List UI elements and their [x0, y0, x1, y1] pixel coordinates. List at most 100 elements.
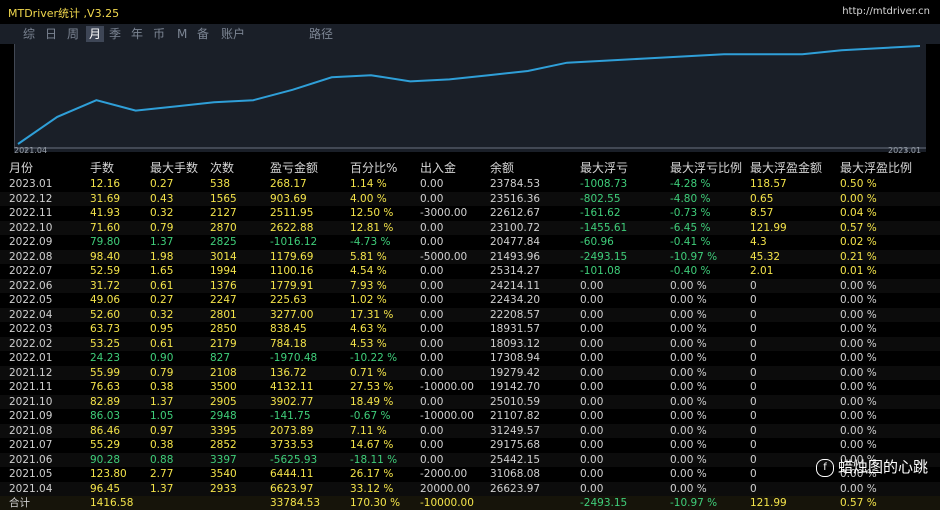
cell-8: 0.00: [580, 482, 604, 495]
cell-0: 2022.10: [9, 221, 53, 234]
cell-11: 0.00 %: [840, 424, 877, 437]
cell-7: 22434.20: [490, 294, 541, 306]
cell-7: 17308.94: [490, 352, 541, 364]
table-row: 2021.05 123.80 2.77 3540 6444.11 26.17 % -2000…: [0, 467, 940, 481]
cell-4: -141.75: [270, 410, 311, 422]
cell-9: 0.00 %: [670, 410, 707, 422]
equity-chart-svg: [14, 44, 926, 152]
cell-3: 2933: [210, 482, 237, 495]
tab-7[interactable]: M: [177, 27, 188, 41]
cell-3: 2825: [210, 236, 237, 248]
cell-8: 0.00: [580, 424, 604, 437]
cell-5: 7.93 %: [350, 279, 387, 292]
table-row: 2021.12 55.99 0.79 2108 136.72 0.71 % 0.00 1927…: [0, 365, 940, 380]
cell-10: 0: [750, 439, 757, 451]
cell-10: 2.01: [750, 265, 774, 277]
cell-6: 0.00: [420, 366, 444, 379]
cell-4: 1779.91: [270, 279, 314, 292]
cell-7: 18093.12: [490, 337, 541, 350]
cell-4: 4132.11: [270, 381, 314, 393]
equity-line: [17, 45, 921, 145]
header-cell-7: 余额: [490, 161, 515, 175]
tab-9[interactable]: 账户: [221, 27, 246, 41]
cell-5: 12.81 %: [350, 221, 394, 234]
cell-0: 2021.08: [9, 424, 53, 437]
cell-1: 52.60: [90, 308, 121, 321]
cell-4: 2511.95: [270, 207, 314, 219]
cell-8: 0.00: [580, 395, 604, 408]
table-row: 2022.01 24.23 0.90 827 -1970.48 -10.22 % 0.00 1…: [0, 351, 940, 365]
tab-6[interactable]: 币: [153, 27, 166, 41]
cell-7: 31068.08: [490, 468, 541, 480]
cell-4: 6623.97: [270, 482, 314, 495]
tab-8[interactable]: 备: [197, 27, 210, 41]
cell-11: 0.04 %: [840, 207, 877, 219]
cell-2: 1.37: [150, 395, 174, 408]
tab-2[interactable]: 周: [67, 27, 80, 41]
cell-6: -10000.00: [420, 410, 474, 422]
cell-8: -802.55: [580, 192, 621, 205]
table-header: 月份 手数 最大手数 次数 盈亏金额 百分比% 出入金 余额 最大浮亏 最大浮亏比例 最大浮盈金额 最…: [0, 159, 940, 177]
cell-10: 0: [750, 424, 757, 437]
cell-5: -10.22 %: [350, 352, 398, 364]
cell-2: 0.79: [150, 221, 174, 234]
cell-5: 170.30 %: [350, 497, 401, 509]
cell-10: 8.57: [750, 207, 774, 219]
tab-3[interactable]: 月: [86, 26, 105, 42]
cell-8: -1008.73: [580, 178, 628, 190]
cell-1: 31.72: [90, 279, 121, 292]
cell-0: 2022.11: [9, 207, 53, 219]
cell-10: 0: [750, 337, 757, 350]
tab-4[interactable]: 季: [109, 27, 122, 41]
cell-9: 0.00 %: [670, 482, 707, 495]
cell-7: 25314.27: [490, 265, 541, 277]
cell-3: 2852: [210, 439, 237, 451]
cell-8: 0.00: [580, 453, 604, 466]
cell-7: 23516.36: [490, 192, 541, 205]
cell-0: 2022.12: [9, 192, 53, 205]
cell-8: -1455.61: [580, 221, 628, 234]
cell-4: 3902.77: [270, 395, 314, 408]
cell-9: 0.00 %: [670, 323, 707, 335]
cell-10: 0: [750, 279, 757, 292]
website-link[interactable]: http://mtdriver.cn: [842, 6, 930, 17]
cell-3: 3540: [210, 468, 237, 480]
table-row: 2022.12 31.69 0.43 1565 903.69 4.00 % 0.00 2351…: [0, 191, 940, 206]
cell-6: -10000.00: [420, 381, 474, 393]
tab-1[interactable]: 日: [45, 27, 58, 41]
cell-9: 0.00 %: [670, 468, 707, 480]
cell-6: -3000.00: [420, 207, 468, 219]
cell-4: 3277.00: [270, 308, 314, 321]
cell-11: 0.00 %: [840, 366, 877, 379]
tab-5[interactable]: 年: [131, 27, 144, 41]
cell-4: 2622.88: [270, 221, 314, 234]
cell-4: 838.45: [270, 323, 307, 335]
cell-6: 0.00: [420, 453, 444, 466]
cell-10: 0: [750, 308, 757, 321]
cell-10: 0: [750, 468, 757, 480]
cell-4: -1970.48: [270, 352, 318, 364]
cell-9: -0.73 %: [670, 207, 711, 219]
table-row: 2022.07 52.59 1.65 1994 1100.16 4.54 % 0.00 253…: [0, 264, 940, 278]
cell-9: 0.00 %: [670, 279, 707, 292]
cell-10: 121.99: [750, 497, 787, 509]
cell-8: 0.00: [580, 468, 604, 480]
cell-11: 0.00 %: [840, 352, 877, 364]
tab-0[interactable]: 综: [23, 27, 36, 41]
cell-9: 0.00 %: [670, 366, 707, 379]
cell-9: 0.00 %: [670, 439, 707, 451]
tab-10[interactable]: 路径: [309, 27, 334, 41]
cell-11: 0.00 %: [840, 439, 877, 451]
cell-8: 0.00: [580, 366, 604, 379]
cell-2: 0.38: [150, 439, 174, 451]
cell-0: 2021.11: [9, 381, 53, 393]
cell-2: 0.27: [150, 178, 174, 190]
cell-11: 0.00 %: [840, 482, 877, 495]
cell-11: 0.21 %: [840, 250, 877, 263]
cell-11: 0.00 %: [840, 337, 877, 350]
cell-4: -1016.12: [270, 236, 318, 248]
cell-9: -10.97 %: [670, 497, 718, 509]
cell-1: 96.45: [90, 482, 121, 495]
cell-7: 23784.53: [490, 178, 541, 190]
cell-0: 2021.05: [9, 468, 53, 480]
